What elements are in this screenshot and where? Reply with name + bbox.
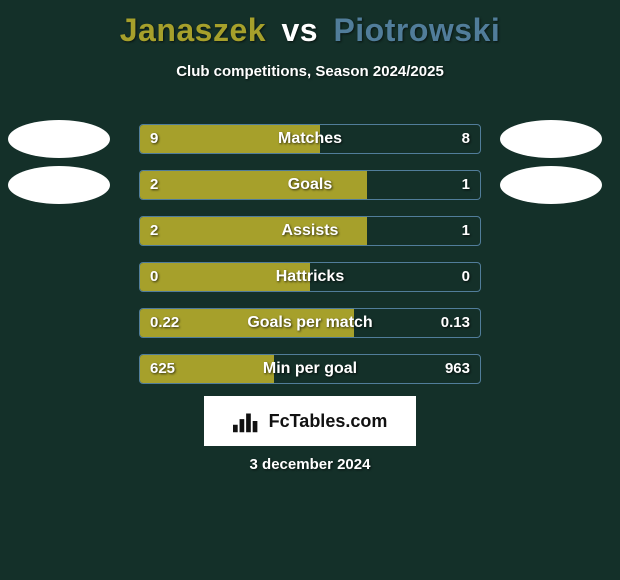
- stat-bar: Goals per match0.22 0.13: [139, 308, 481, 338]
- stat-value-right: 0.13: [441, 314, 470, 331]
- stat-label: Assists: [140, 222, 480, 240]
- site-logo: FcTables.com: [204, 396, 416, 446]
- stat-value-left: 2: [150, 222, 158, 239]
- stat-row: Assists2 1: [0, 208, 620, 254]
- date-text: 3 december 2024: [0, 456, 620, 473]
- stat-row: Hattricks0 0: [0, 254, 620, 300]
- stat-value-left: 9: [150, 130, 158, 147]
- player2-avatar: [500, 166, 602, 204]
- stat-value-left: 625: [150, 360, 175, 377]
- title-player1: Janaszek: [120, 12, 266, 48]
- page-title: Janaszek vs Piotrowski: [0, 0, 620, 49]
- stat-row: Goals per match0.22 0.13: [0, 300, 620, 346]
- stat-value-left: 0: [150, 268, 158, 285]
- player2-avatar: [500, 120, 602, 158]
- stat-row: Matches9 8: [0, 116, 620, 162]
- stat-rows: Matches98Goals21Assists21Hattricks00Goal…: [0, 116, 620, 392]
- stat-label: Goals: [140, 176, 480, 194]
- stat-value-right: 8: [462, 130, 470, 147]
- player1-avatar: [8, 120, 110, 158]
- stat-row: Min per goal625 963: [0, 346, 620, 392]
- stat-value-right: 963: [445, 360, 470, 377]
- stat-bar: Hattricks0 0: [139, 262, 481, 292]
- stat-label: Hattricks: [140, 268, 480, 286]
- stat-bar: Matches9 8: [139, 124, 481, 154]
- stat-value-right: 1: [462, 176, 470, 193]
- site-logo-text: FcTables.com: [269, 411, 388, 432]
- subtitle: Club competitions, Season 2024/2025: [0, 63, 620, 80]
- stat-label: Matches: [140, 130, 480, 148]
- stat-row: Goals2 1: [0, 162, 620, 208]
- stat-label: Goals per match: [140, 314, 480, 332]
- title-vs: vs: [281, 12, 318, 48]
- stat-value-left: 2: [150, 176, 158, 193]
- stat-value-right: 1: [462, 222, 470, 239]
- stat-label: Min per goal: [140, 360, 480, 378]
- stat-bar: Assists2 1: [139, 216, 481, 246]
- player1-avatar: [8, 166, 110, 204]
- stat-bar: Min per goal625 963: [139, 354, 481, 384]
- stat-bar: Goals2 1: [139, 170, 481, 200]
- stat-value-left: 0.22: [150, 314, 179, 331]
- stat-value-right: 0: [462, 268, 470, 285]
- title-player2: Piotrowski: [333, 12, 500, 48]
- bars-icon: [233, 409, 263, 433]
- comparison-canvas: Janaszek vs Piotrowski Club competitions…: [0, 0, 620, 580]
